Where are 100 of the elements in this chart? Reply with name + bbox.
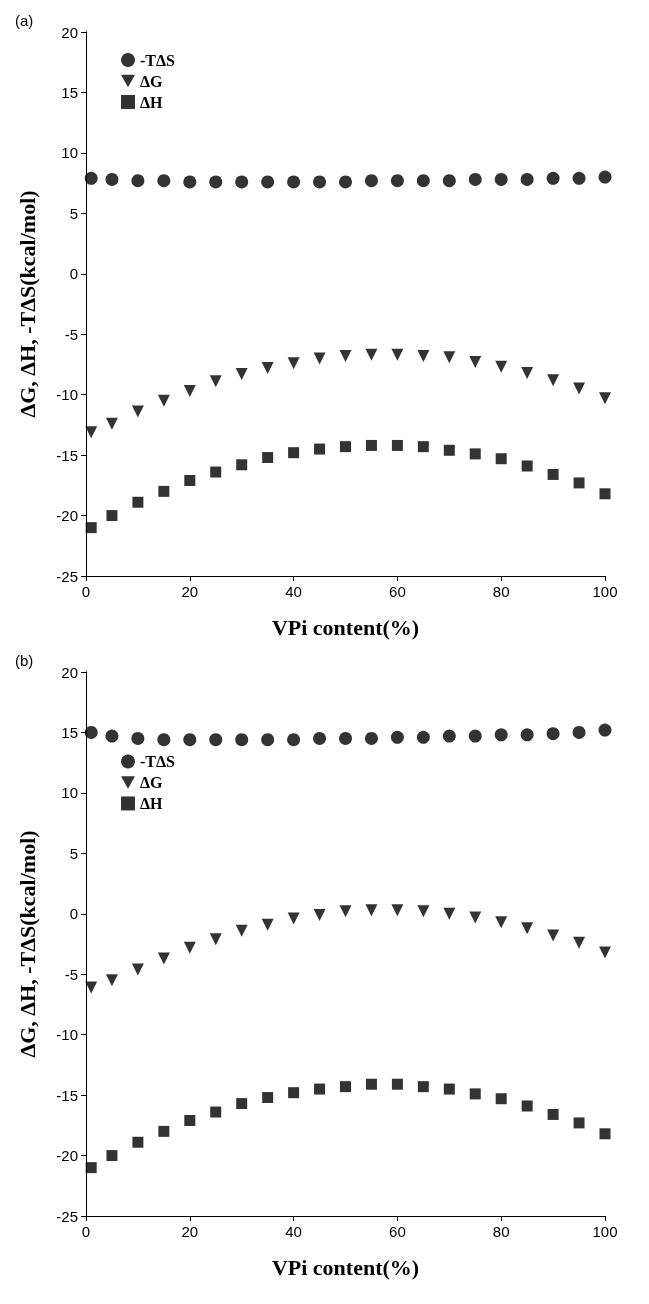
y-tick-label: -20 [56, 1147, 78, 1165]
x-tick-label: 80 [492, 1223, 510, 1240]
point [105, 729, 119, 743]
point [469, 1088, 481, 1100]
y-tick-label: -25 [56, 1207, 78, 1225]
y-tick-label: -10 [56, 386, 78, 404]
point [495, 453, 507, 465]
point [183, 733, 197, 747]
point [262, 452, 274, 464]
point [236, 459, 248, 471]
legend-label: -TΔS [140, 51, 176, 69]
point [235, 924, 248, 937]
point [573, 1117, 585, 1129]
point [416, 174, 430, 188]
y-tick-label: 15 [61, 83, 78, 101]
point [598, 723, 612, 737]
point [417, 1081, 429, 1093]
point [131, 963, 144, 976]
point [131, 731, 145, 745]
point [157, 174, 171, 188]
y-tick-label: 5 [69, 204, 78, 222]
y-tick-label: 20 [61, 23, 78, 41]
point [469, 911, 482, 924]
chart-title: (b) [15, 652, 34, 669]
point [184, 1115, 196, 1126]
point [598, 170, 612, 184]
point [495, 916, 508, 929]
point [340, 441, 351, 453]
point [235, 368, 248, 381]
point [261, 362, 274, 375]
x-tick-label: 100 [592, 1223, 618, 1240]
point [210, 466, 222, 478]
point [184, 475, 196, 486]
point [85, 522, 97, 534]
point [521, 366, 534, 379]
point [210, 1106, 222, 1118]
y-tick-label: -20 [56, 507, 78, 525]
point [157, 733, 171, 747]
point [417, 349, 430, 362]
point [391, 439, 403, 451]
point [521, 1100, 533, 1112]
point [339, 905, 352, 918]
point [443, 907, 456, 920]
y-tick-label: 20 [61, 663, 78, 681]
y-axis-title: ΔG, ΔH, -TΔS(kcal/mol) [14, 830, 40, 1058]
point [339, 175, 352, 189]
point [364, 174, 378, 188]
point [365, 1078, 377, 1090]
point [84, 725, 98, 739]
point [157, 952, 170, 965]
point [495, 1093, 507, 1105]
y-tick-label: 10 [61, 784, 78, 802]
point [85, 1162, 97, 1174]
point [547, 468, 559, 480]
point [158, 1125, 170, 1137]
point [391, 1078, 403, 1090]
point [494, 172, 508, 186]
chart-title: (a) [15, 12, 34, 29]
point [573, 936, 586, 949]
point [494, 728, 508, 742]
point [442, 174, 456, 188]
point [547, 374, 560, 387]
point [495, 360, 508, 373]
point [521, 460, 533, 472]
y-tick-label: -15 [56, 1086, 78, 1104]
point [547, 1108, 559, 1120]
point [365, 904, 378, 917]
x-tick-label: 100 [592, 583, 618, 600]
point [131, 174, 145, 188]
point [599, 1128, 611, 1140]
point [209, 733, 223, 747]
point [84, 171, 98, 185]
y-tick-label: -5 [64, 965, 78, 983]
point [287, 357, 300, 370]
point [157, 394, 170, 407]
point [261, 175, 275, 189]
point [469, 448, 481, 460]
point [209, 933, 222, 946]
point [391, 904, 404, 917]
point [573, 477, 585, 489]
y-tick-label: 5 [69, 844, 78, 862]
y-tick-label: -15 [56, 446, 78, 464]
point [340, 1081, 351, 1093]
point [417, 905, 430, 918]
point [183, 385, 196, 398]
point [364, 731, 378, 745]
point [261, 733, 275, 747]
point [599, 946, 611, 959]
point [235, 175, 249, 189]
legend-label: -TΔS [140, 752, 176, 770]
point [313, 352, 326, 365]
point [339, 731, 352, 745]
point [105, 172, 119, 186]
point [209, 375, 222, 388]
point [314, 443, 326, 455]
legend-label: ΔH [140, 794, 164, 812]
point [158, 485, 170, 497]
point [417, 441, 429, 453]
point [287, 733, 301, 747]
point [365, 348, 378, 361]
